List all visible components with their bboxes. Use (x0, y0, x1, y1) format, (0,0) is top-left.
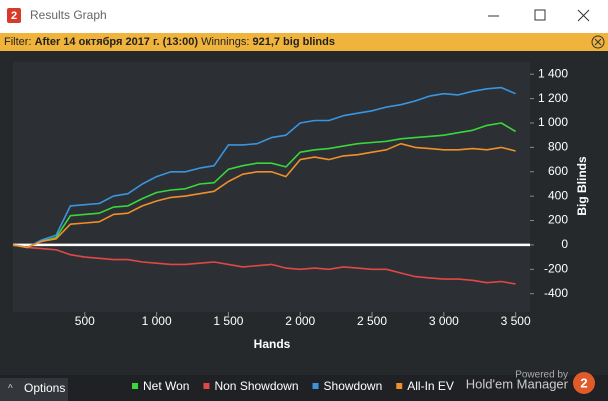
close-button[interactable] (577, 9, 590, 22)
brand-logo-text: 2 (580, 375, 587, 390)
y-tick-label: 200 (548, 213, 568, 227)
y-tick-label: 400 (548, 188, 568, 202)
y-tick-label: -200 (544, 261, 568, 275)
legend-label: Showdown (324, 379, 383, 393)
app-icon-text: 2 (11, 10, 17, 22)
x-tick-label: 1 500 (213, 314, 243, 328)
filter-bar (0, 33, 608, 51)
brand-logo (573, 372, 595, 394)
x-axis-title: Hands (254, 337, 291, 351)
x-tick-label: 2 500 (357, 314, 387, 328)
y-tick-label: 1 400 (538, 66, 568, 80)
y-tick-label: 1 200 (538, 91, 568, 105)
series-line (12, 244, 516, 285)
plot-area (13, 62, 530, 312)
series-line (12, 122, 517, 249)
title-bar (0, 0, 608, 33)
winnings-label: Winnings: (201, 36, 249, 48)
clear-filter-icon (594, 38, 602, 46)
filter-value: After 14 октября 2017 г. (13:00) (35, 36, 199, 48)
legend-label: Non Showdown (214, 379, 298, 393)
legend-swatch (396, 383, 403, 389)
maximize-button[interactable] (534, 9, 546, 21)
legend-swatch (203, 383, 210, 389)
y-tick-label: 600 (548, 164, 568, 178)
y-tick-label: 800 (548, 140, 568, 154)
y-tick-label: 1 000 (538, 115, 568, 129)
series-line (12, 142, 516, 249)
x-tick-label: 2 000 (285, 314, 315, 328)
y-tick-label: 0 (561, 237, 568, 251)
bottom-bar (0, 375, 608, 401)
x-tick-label: 500 (75, 314, 95, 328)
x-tick-label: 1 000 (142, 314, 172, 328)
x-tick-label: 3 000 (429, 314, 459, 328)
powered-by: Powered by (515, 370, 568, 381)
x-tick-label: 3 500 (501, 314, 531, 328)
brand-name: Hold'em Manager (466, 376, 569, 391)
legend-swatch (312, 383, 319, 389)
legend-label: All-In EV (407, 379, 454, 393)
filter-text: Filter: After 14 октября 2017 г. (13:00)… (4, 36, 335, 48)
clear-filter-button[interactable] (591, 35, 605, 49)
y-tick-label: -400 (544, 286, 568, 300)
legend-label: Net Won (143, 379, 189, 393)
options-caret: ^ (8, 384, 13, 395)
series-line (12, 86, 516, 249)
legend-swatch (132, 383, 138, 389)
window-title: Results Graph (30, 8, 107, 22)
filter-label: Filter: (4, 36, 32, 48)
options-button[interactable] (0, 378, 68, 401)
app-icon (7, 8, 21, 23)
options-label: Options (24, 381, 65, 395)
winnings-value: 921,7 big blinds (252, 36, 335, 48)
y-axis-title: Big Blinds (575, 156, 589, 216)
